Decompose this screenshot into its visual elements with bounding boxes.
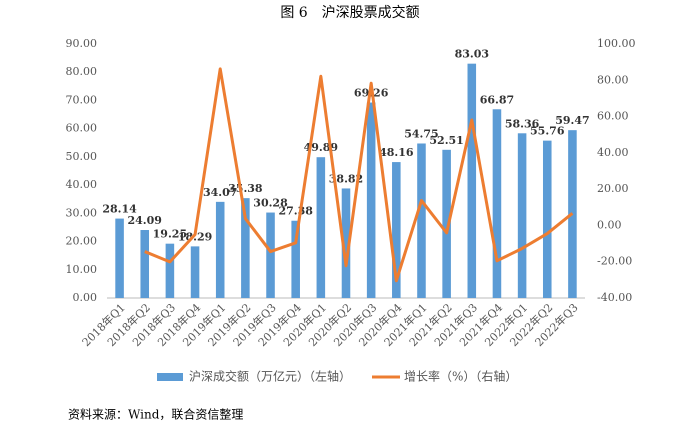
value-label: 54.75 [404, 127, 438, 140]
legend-label: 增长率（%）（右轴） [404, 369, 517, 384]
value-label: 55.76 [530, 125, 565, 138]
y2-tick-label: 80.00 [597, 73, 629, 86]
y-tick-label: 10.00 [66, 263, 98, 276]
source-note: 资料来源：Wind，联合资信整理 [68, 407, 243, 422]
y-tick-label: 50.00 [66, 150, 98, 163]
y2-tick-label: 100.00 [597, 37, 636, 50]
y2-tick-label: 20.00 [597, 182, 629, 195]
y2-tick-label: 0.00 [597, 218, 622, 231]
y-tick-label: 90.00 [66, 37, 98, 50]
bar [241, 198, 250, 298]
y-tick-label: 40.00 [66, 178, 98, 191]
bar [316, 157, 326, 298]
legend-swatch [157, 373, 183, 381]
bar [392, 162, 401, 298]
y-tick-label: 80.00 [66, 65, 98, 78]
y2-tick-label: -40.00 [597, 291, 632, 304]
value-label: 48.16 [379, 146, 414, 159]
bar [190, 246, 200, 298]
value-label: 35.38 [228, 182, 263, 195]
y-tick-label: 70.00 [66, 93, 98, 106]
value-label: 19.25 [153, 228, 187, 241]
bar [442, 149, 451, 298]
bar [417, 143, 426, 298]
value-label: 18.29 [178, 230, 212, 243]
bar [366, 102, 376, 298]
bar [492, 109, 502, 298]
y2-tick-label: 60.00 [597, 110, 629, 123]
value-label: 83.03 [455, 48, 489, 61]
y-tick-label: 0.00 [73, 291, 98, 304]
chart-title: 图 6 沪深股票成交额 [280, 4, 419, 21]
y2-tick-label: 40.00 [597, 146, 629, 159]
bar [215, 201, 225, 298]
y-tick-label: 30.00 [66, 206, 98, 219]
y-tick-label: 20.00 [66, 235, 98, 248]
value-label: 66.87 [480, 93, 514, 106]
value-label: 52.51 [429, 134, 463, 147]
bar [517, 133, 527, 298]
y2-tick-label: -20.00 [597, 255, 632, 268]
bar [341, 188, 351, 298]
value-label: 28.14 [102, 203, 137, 216]
bar [165, 243, 175, 298]
bar [467, 63, 477, 299]
bar [291, 220, 300, 298]
value-label: 59.47 [555, 114, 589, 127]
y-tick-label: 60.00 [66, 122, 98, 135]
bar [140, 230, 150, 298]
value-label: 38.82 [329, 172, 363, 185]
bar [542, 140, 552, 298]
value-label: 34.07 [203, 186, 237, 199]
value-label: 24.09 [128, 214, 162, 227]
line [144, 67, 574, 283]
bar [266, 212, 275, 298]
legend-label: 沪深成交额（万亿元）（左轴） [189, 369, 351, 384]
value-label: 27.38 [278, 205, 313, 218]
bar [115, 218, 124, 298]
value-label: 30.28 [253, 197, 288, 210]
value-label: 58.36 [505, 117, 540, 130]
